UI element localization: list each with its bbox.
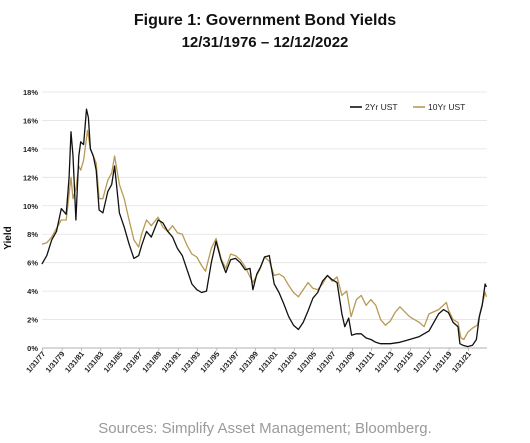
chart-subtitle: 12/31/1976 – 12/12/2022 (181, 34, 349, 51)
x-tick-label: 1/31/05 (295, 350, 318, 375)
x-tick-label: 1/31/97 (218, 350, 241, 375)
x-tick-label: 1/31/85 (102, 350, 125, 375)
y-tick-label: 2% (27, 316, 38, 325)
x-tick-label: 1/31/77 (24, 350, 47, 375)
x-tick-label: 1/31/15 (392, 350, 415, 375)
x-tick-label: 1/31/83 (82, 350, 105, 375)
x-tick-label: 1/31/07 (315, 350, 338, 375)
x-tick-label: 1/31/95 (198, 350, 221, 375)
chart-title: Figure 1: Government Bond Yields (133, 12, 397, 29)
series-lines (41, 108, 488, 348)
y-tick-label: 14% (23, 145, 38, 154)
x-tick-label: 1/31/81 (63, 350, 86, 375)
x-tick-label: 1/31/21 (450, 350, 473, 375)
y-tick-label: 0% (27, 344, 38, 353)
y-tick-label: 4% (27, 287, 38, 296)
x-tick-label: 1/31/09 (334, 350, 357, 375)
y-tick-label: 12% (23, 173, 38, 182)
x-tick-label: 1/31/91 (160, 350, 183, 375)
legend-label-2yr: 2Yr UST (365, 102, 398, 112)
gridlines (42, 91, 487, 349)
legend-label-10yr: 10Yr UST (428, 102, 465, 112)
y-tick-label: 8% (27, 230, 38, 239)
x-tick-label: 1/31/99 (237, 350, 260, 375)
x-tick-labels: 1/31/771/31/791/31/811/31/831/31/851/31/… (24, 348, 473, 374)
y-tick-label: 16% (23, 116, 38, 125)
series-line-2yr (41, 108, 488, 348)
source-note: Sources: Simplify Asset Management; Bloo… (98, 420, 432, 437)
series-line-10yr (41, 129, 488, 341)
x-tick-label: 1/31/11 (354, 350, 377, 375)
y-tick-label: 10% (23, 202, 38, 211)
x-tick-label: 1/31/93 (179, 350, 202, 375)
x-tick-label: 1/31/03 (276, 350, 299, 375)
y-tick-labels: 0% 2% 4% 6% 8% 10% 12% 14% 16% 18% (23, 88, 38, 353)
x-tick-label: 1/31/87 (121, 350, 144, 375)
x-tick-label: 1/31/17 (411, 350, 434, 375)
x-tick-label: 1/31/89 (140, 350, 163, 375)
y-tick-label: 18% (23, 88, 38, 97)
x-tick-label: 1/31/13 (373, 350, 396, 375)
x-tick-label: 1/31/19 (431, 350, 454, 375)
y-axis-label: Yield (3, 226, 14, 250)
x-tick-label: 1/31/01 (256, 350, 279, 375)
x-tick-label: 1/31/79 (44, 350, 67, 375)
y-tick-label: 6% (27, 259, 38, 268)
legend: 2Yr UST 10Yr UST (350, 102, 465, 112)
bond-yield-chart: 0% 2% 4% 6% 8% 10% 12% 14% 16% 18% 1/31/771/31/79… (3, 88, 488, 374)
